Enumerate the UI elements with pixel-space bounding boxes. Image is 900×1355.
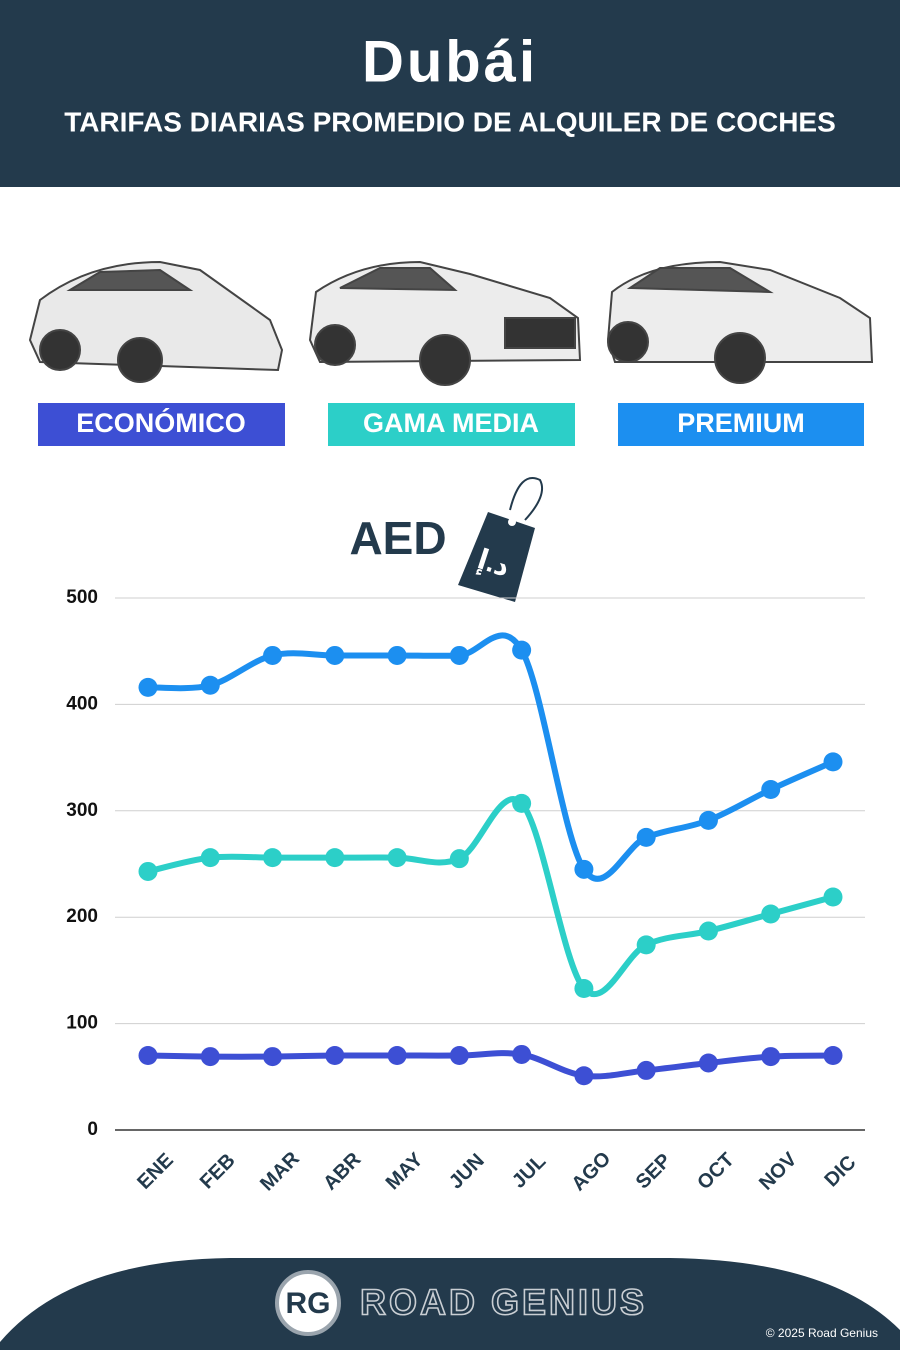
car-premium [606, 260, 874, 384]
data-point [325, 645, 345, 665]
subtitle: TARIFAS DIARIAS PROMEDIO DE ALQUILER DE … [64, 106, 836, 137]
y-tick-label: 400 [66, 693, 98, 714]
data-point [200, 848, 220, 868]
data-point [449, 1046, 469, 1066]
data-point [574, 978, 594, 998]
y-tick-label: 300 [66, 800, 98, 821]
car-economico [28, 260, 284, 383]
legend-label: ECONÓMICO [76, 407, 246, 438]
data-point [263, 645, 283, 665]
brand: ROAD GENIUS [360, 1282, 647, 1323]
data-point [263, 1047, 283, 1067]
data-point [823, 752, 843, 772]
y-tick-label: 500 [66, 587, 98, 608]
data-point [636, 827, 656, 847]
legend-label: GAMA MEDIA [363, 408, 539, 438]
price-tag: د.إ [458, 477, 544, 602]
legend-box [618, 403, 864, 446]
car-gama-media [308, 260, 582, 386]
data-point [512, 640, 532, 660]
data-point [636, 1060, 656, 1080]
data-point [698, 921, 718, 941]
legend-box [328, 403, 575, 446]
footer [0, 1258, 900, 1350]
data-point [636, 935, 656, 955]
y-tick-label: 0 [87, 1119, 98, 1140]
data-point [200, 675, 220, 695]
data-point [138, 677, 158, 697]
data-point [512, 1044, 532, 1064]
data-point [512, 793, 532, 813]
data-point [574, 859, 594, 879]
data-point [387, 848, 407, 868]
y-tick-label: 100 [66, 1013, 98, 1034]
data-point [761, 904, 781, 924]
data-point [138, 1046, 158, 1066]
data-point [325, 848, 345, 868]
data-point [449, 645, 469, 665]
title: Dubái [362, 29, 538, 94]
data-point [761, 780, 781, 800]
legend-label: PREMIUM [677, 408, 805, 438]
logo-circle [275, 1270, 341, 1336]
data-point [823, 887, 843, 907]
data-point [138, 861, 158, 881]
data-point [387, 1046, 407, 1066]
copyright: © 2025 Road Genius [766, 1326, 878, 1340]
data-point [325, 1046, 345, 1066]
data-point [449, 849, 469, 869]
y-tick-label: 200 [66, 906, 98, 927]
data-point [387, 645, 407, 665]
logo-text: RG [286, 1287, 331, 1320]
legend-box [38, 403, 285, 446]
data-point [263, 848, 283, 868]
data-point [574, 1066, 594, 1086]
header [0, 0, 900, 187]
data-point [698, 1053, 718, 1073]
unit-label: AED [349, 512, 446, 564]
data-point [200, 1047, 220, 1067]
data-point [698, 810, 718, 830]
data-point [823, 1046, 843, 1066]
data-point [761, 1047, 781, 1067]
